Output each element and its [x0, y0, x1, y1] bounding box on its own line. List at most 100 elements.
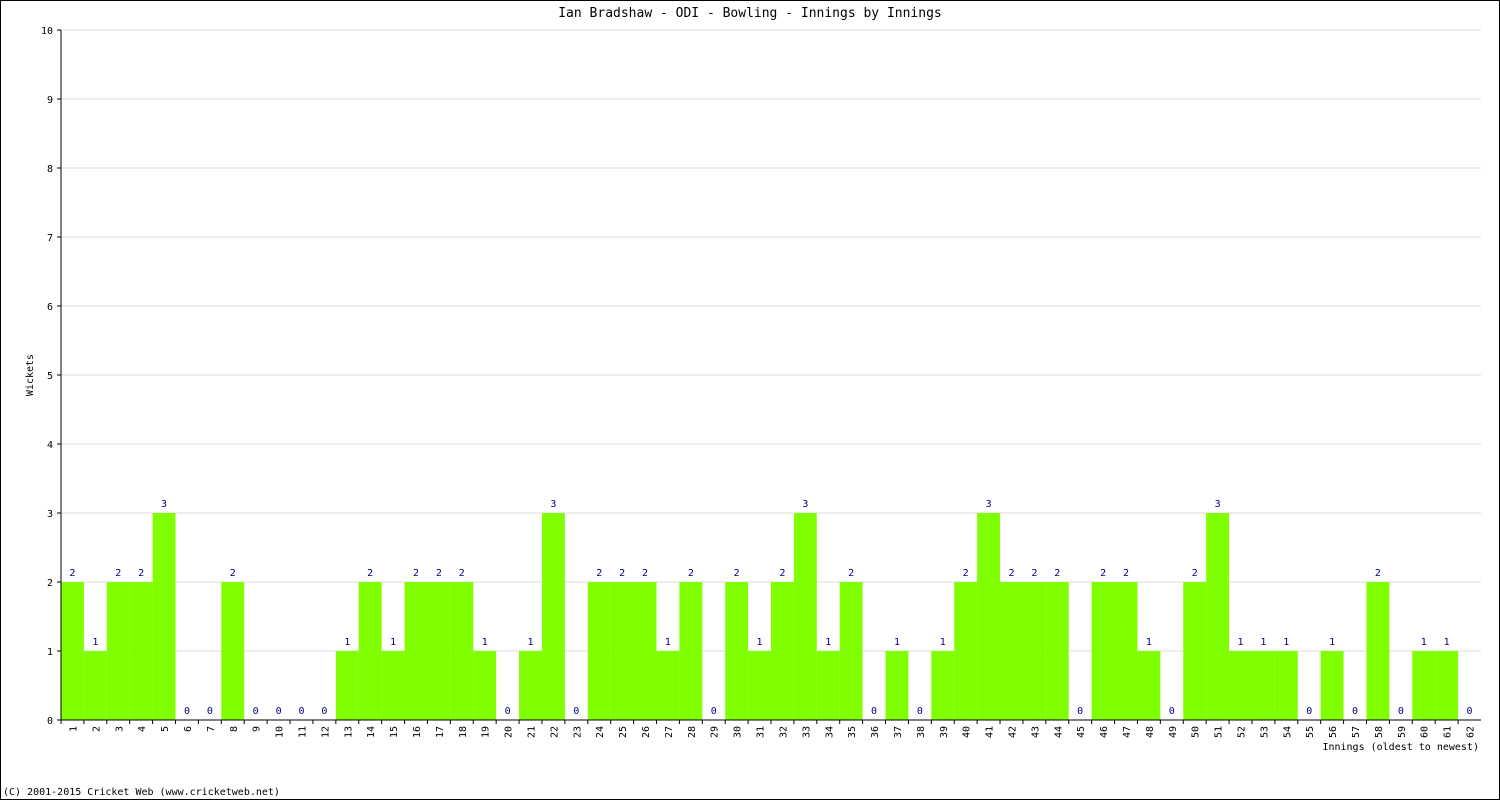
bar [1251, 651, 1275, 720]
value-label: 0 [184, 706, 190, 717]
value-label: 0 [1077, 706, 1083, 717]
x-tick-label: 29 [710, 726, 721, 738]
x-tick-label: 37 [893, 726, 904, 738]
x-tick-label: 5 [160, 726, 171, 732]
value-label: 2 [69, 568, 75, 579]
x-tick-label: 62 [1466, 726, 1477, 738]
x-tick-label: 42 [1007, 726, 1018, 738]
x-tick-label: 19 [481, 726, 492, 738]
value-label: 3 [550, 499, 556, 510]
bar [335, 651, 359, 720]
x-tick-label: 17 [435, 726, 446, 738]
bar [725, 582, 749, 720]
value-label: 1 [665, 637, 671, 648]
bar [1091, 582, 1115, 720]
x-tick-label: 46 [1099, 726, 1110, 738]
value-label: 1 [1444, 637, 1450, 648]
x-tick-label: 44 [1053, 726, 1064, 738]
y-tick-label: 7 [47, 233, 53, 244]
y-tick-label: 4 [47, 440, 53, 451]
bar [1045, 582, 1069, 720]
value-label: 2 [779, 568, 785, 579]
value-label: 1 [825, 637, 831, 648]
x-tick-label: 43 [1030, 726, 1041, 738]
bar [358, 582, 382, 720]
bar [1022, 582, 1046, 720]
bar [221, 582, 245, 720]
value-label: 2 [596, 568, 602, 579]
bar [1366, 582, 1390, 720]
x-tick-label: 47 [1122, 726, 1133, 738]
value-label: 2 [436, 568, 442, 579]
footer: (C) 2001-2015 Cricket Web (www.cricketwe… [3, 787, 280, 798]
bar [977, 513, 1001, 720]
x-tick-label: 39 [939, 726, 950, 738]
value-label: 0 [1306, 706, 1312, 717]
y-tick-label: 8 [47, 164, 53, 175]
value-label: 1 [757, 637, 763, 648]
x-tick-label: 13 [343, 726, 354, 738]
x-tick-label: 23 [572, 726, 583, 738]
value-label: 0 [207, 706, 213, 717]
x-tick-label: 21 [527, 726, 538, 738]
value-label: 2 [963, 568, 969, 579]
value-label: 3 [161, 499, 167, 510]
x-tick-label: 35 [847, 726, 858, 738]
bar [473, 651, 497, 720]
x-tick-label: 58 [1374, 726, 1385, 738]
x-tick-label: 10 [275, 726, 286, 738]
value-label: 2 [848, 568, 854, 579]
value-label: 0 [1352, 706, 1358, 717]
value-label: 2 [138, 568, 144, 579]
x-tick-label: 40 [962, 726, 973, 738]
x-tick-label: 59 [1397, 726, 1408, 738]
x-tick-label: 4 [137, 726, 148, 732]
bar [1274, 651, 1298, 720]
value-label: 0 [917, 706, 923, 717]
x-tick-label: 16 [412, 726, 423, 738]
bar [1206, 513, 1230, 720]
x-tick-label: 14 [366, 726, 377, 738]
bar [1229, 651, 1252, 720]
x-tick-label: 25 [618, 726, 629, 738]
bar [541, 513, 565, 720]
value-label: 1 [528, 637, 534, 648]
bar [656, 651, 680, 720]
x-tick-label: 15 [389, 726, 400, 738]
bar [1183, 582, 1207, 720]
bar [1320, 651, 1344, 720]
bar [885, 651, 909, 720]
x-tick-label: 20 [504, 726, 515, 738]
x-tick-label: 3 [114, 726, 125, 732]
value-label: 0 [1467, 706, 1473, 717]
value-label: 2 [734, 568, 740, 579]
x-tick-label: 31 [756, 726, 767, 738]
value-label: 0 [573, 706, 579, 717]
x-tick-label: 7 [206, 726, 217, 732]
value-label: 2 [230, 568, 236, 579]
bar [1137, 651, 1161, 720]
x-tick-label: 61 [1443, 726, 1454, 738]
value-label: 1 [894, 637, 900, 648]
y-tick-label: 0 [47, 716, 53, 727]
x-tick-label: 18 [458, 726, 469, 738]
bar [633, 582, 657, 720]
x-tick-label: 11 [297, 726, 308, 738]
bar [771, 582, 794, 720]
x-tick-label: 12 [320, 726, 331, 738]
y-tick-label: 2 [47, 578, 53, 589]
bar [839, 582, 863, 720]
x-tick-label: 48 [1145, 726, 1156, 738]
bar [587, 582, 611, 720]
bar [519, 651, 542, 720]
value-label: 1 [1421, 637, 1427, 648]
value-label: 2 [459, 568, 465, 579]
bar [61, 582, 84, 720]
value-label: 0 [1398, 706, 1404, 717]
y-axis-label: Wickets [25, 354, 36, 396]
x-tick-label: 51 [1214, 726, 1225, 738]
value-label: 2 [413, 568, 419, 579]
bar [954, 582, 978, 720]
x-tick-label: 6 [183, 726, 194, 732]
y-tick-label: 6 [47, 302, 53, 313]
